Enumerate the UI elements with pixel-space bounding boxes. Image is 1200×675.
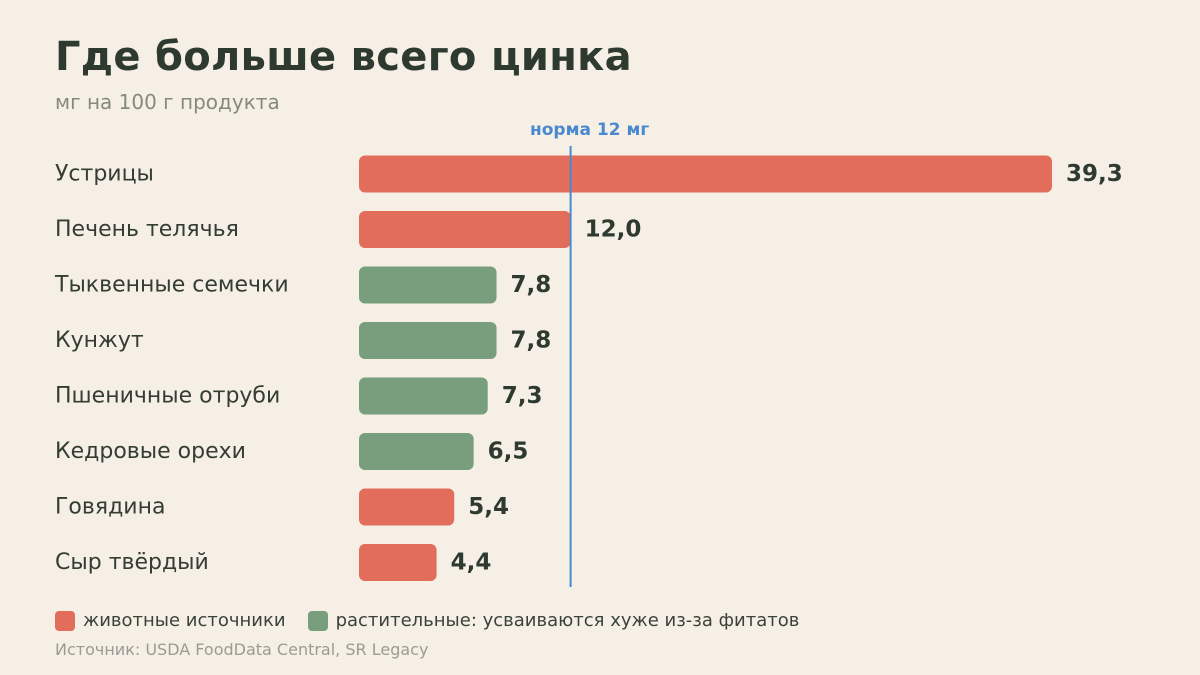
bar [359, 433, 474, 470]
bar [359, 266, 497, 304]
bar [359, 377, 488, 415]
chart-title: Где больше всего цинка [55, 34, 632, 80]
legend-label-animal: животные источники [83, 610, 286, 631]
data-label: 39,3 [1066, 161, 1123, 187]
bar [359, 544, 437, 581]
bar [359, 322, 497, 359]
data-label: 6,5 [488, 439, 529, 465]
chart-subtitle: мг на 100 г продукта [55, 90, 280, 114]
data-label: 7,8 [511, 328, 552, 354]
category-label: Тыквенные семечки [54, 273, 289, 298]
data-label: 12,0 [585, 217, 642, 243]
category-label: Сыр твёрдый [55, 550, 209, 575]
bar [359, 211, 571, 248]
category-label: Кунжут [55, 328, 144, 353]
category-label: Кедровые орехи [55, 439, 246, 464]
data-label: 7,8 [511, 272, 552, 298]
category-label: Устрицы [55, 162, 154, 187]
data-label: 7,3 [502, 383, 543, 409]
data-label: 5,4 [468, 494, 509, 520]
legend-swatch-plant [307, 610, 328, 631]
bar [359, 488, 455, 526]
legend: животные источники растительные: усваива… [55, 610, 799, 631]
source-note: Источник: USDA FoodData Central, SR Lega… [55, 640, 429, 659]
legend-swatch-animal [55, 610, 75, 631]
category-label: Пшеничные отруби [55, 384, 280, 409]
data-label: 4,4 [451, 550, 492, 576]
category-label: Говядина [55, 495, 165, 520]
legend-label-plant: растительные: усваиваются хуже из-за фит… [335, 610, 800, 631]
bar [359, 155, 1052, 193]
reference-line-label: норма 12 мг [530, 120, 649, 140]
category-label: Печень телячья [55, 217, 239, 242]
